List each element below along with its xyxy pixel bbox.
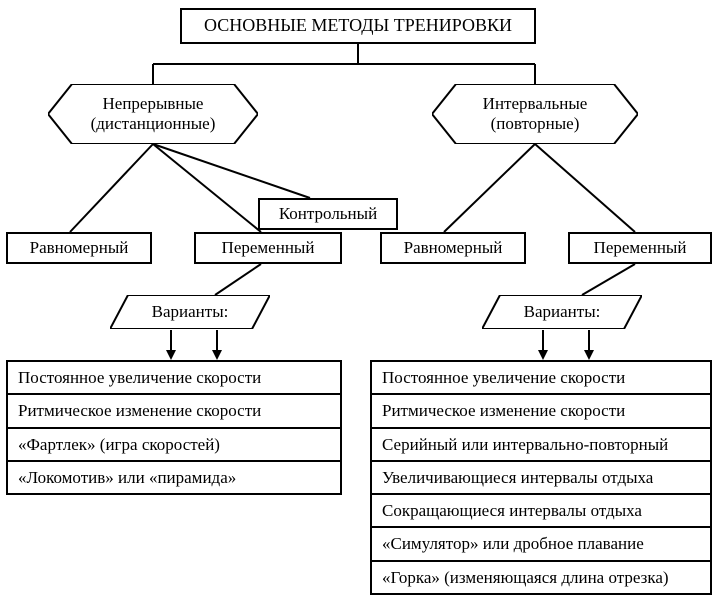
para-right-variants-text: Варианты: [524, 302, 601, 322]
list-item: Ритмическое изменение скорости [372, 395, 710, 428]
hex-continuous-line1: Непрерывные [91, 94, 216, 114]
node-control: Контрольный [258, 198, 398, 230]
list-item: «Симулятор» или дробное плавание [372, 528, 710, 561]
variants-list-left: Постоянное увеличение скоростиРитмическо… [6, 360, 342, 495]
hex-continuous: Непрерывные (дистанционные) [48, 84, 258, 144]
diagram-canvas: ОСНОВНЫЕ МЕТОДЫ ТРЕНИРОВКИ Непрерывные (… [0, 0, 717, 608]
hex-interval: Интервальные (повторные) [432, 84, 638, 144]
hex-continuous-line2: (дистанционные) [91, 114, 216, 134]
hex-interval-line2: (повторные) [483, 114, 588, 134]
list-item: Сокращающиеся интервалы отдыха [372, 495, 710, 528]
list-item: Серийный или интервально-повторный [372, 429, 710, 462]
title-text: ОСНОВНЫЕ МЕТОДЫ ТРЕНИРОВКИ [204, 15, 512, 37]
node-left-uniform: Равномерный [6, 232, 152, 264]
variants-list-right: Постоянное увеличение скоростиРитмическо… [370, 360, 712, 595]
node-right-uniform-text: Равномерный [404, 238, 503, 258]
node-left-uniform-text: Равномерный [30, 238, 129, 258]
node-left-variable: Переменный [194, 232, 342, 264]
hex-interval-line1: Интервальные [483, 94, 588, 114]
list-item: «Локомотив» или «пирамида» [8, 462, 340, 495]
list-item: Ритмическое изменение скорости [8, 395, 340, 428]
list-item: Увеличивающиеся интервалы отдыха [372, 462, 710, 495]
node-control-text: Контрольный [279, 204, 377, 224]
para-left-variants-text: Варианты: [152, 302, 229, 322]
para-left-variants: Варианты: [110, 295, 270, 329]
list-item: Постоянное увеличение скорости [8, 362, 340, 395]
node-left-variable-text: Переменный [222, 238, 315, 258]
list-item: Постоянное увеличение скорости [372, 362, 710, 395]
node-right-uniform: Равномерный [380, 232, 526, 264]
node-right-variable: Переменный [568, 232, 712, 264]
list-item: «Горка» (изменяющаяся длина отрезка) [372, 562, 710, 595]
node-right-variable-text: Переменный [594, 238, 687, 258]
title-box: ОСНОВНЫЕ МЕТОДЫ ТРЕНИРОВКИ [180, 8, 536, 44]
list-item: «Фартлек» (игра скоростей) [8, 429, 340, 462]
para-right-variants: Варианты: [482, 295, 642, 329]
